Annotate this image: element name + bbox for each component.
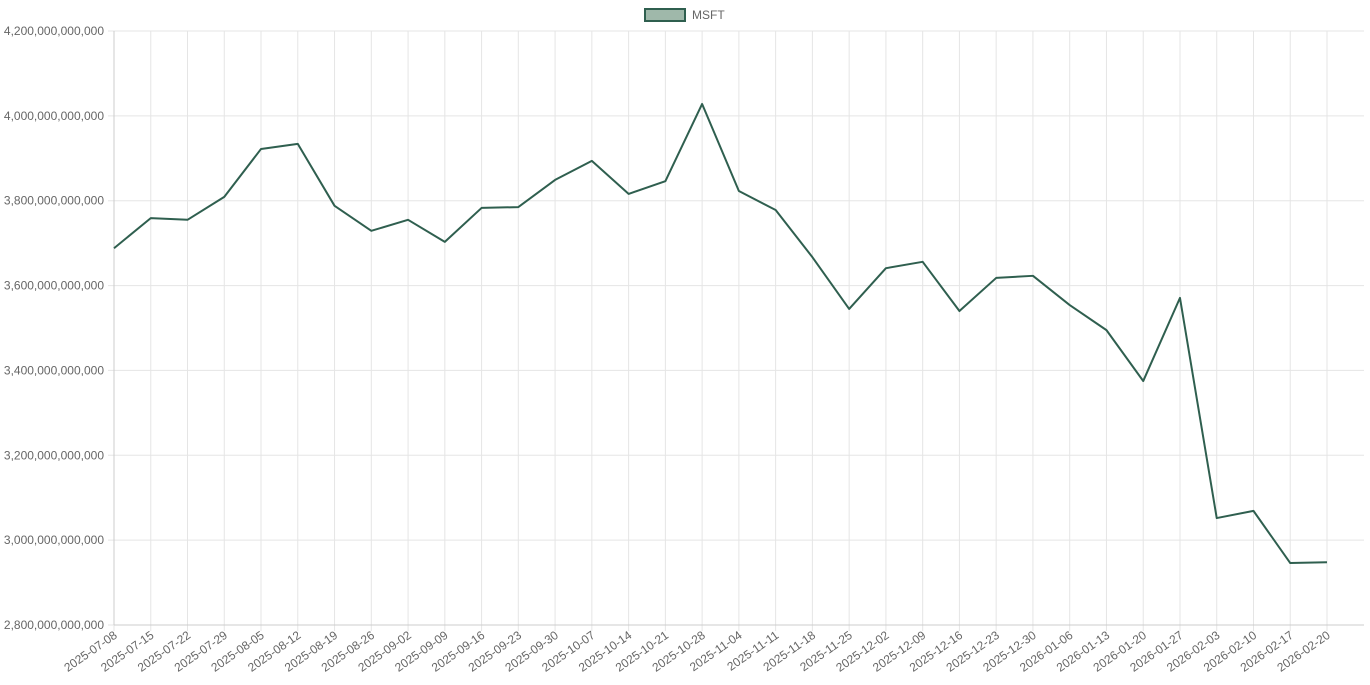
y-tick-label: 3,200,000,000,000 [4,448,104,462]
legend-label: MSFT [692,8,725,22]
data-line [113,102,1328,565]
y-tick-label: 4,000,000,000,000 [4,109,104,123]
legend-swatch [644,8,686,22]
y-tick-label: 3,000,000,000,000 [4,533,104,547]
y-tick-label: 2,800,000,000,000 [4,618,104,632]
y-tick-label: 4,200,000,000,000 [4,24,104,38]
y-tick-label: 3,400,000,000,000 [4,363,104,377]
y-tick-label: 3,800,000,000,000 [4,194,104,208]
y-tick-label: 3,600,000,000,000 [4,279,104,293]
